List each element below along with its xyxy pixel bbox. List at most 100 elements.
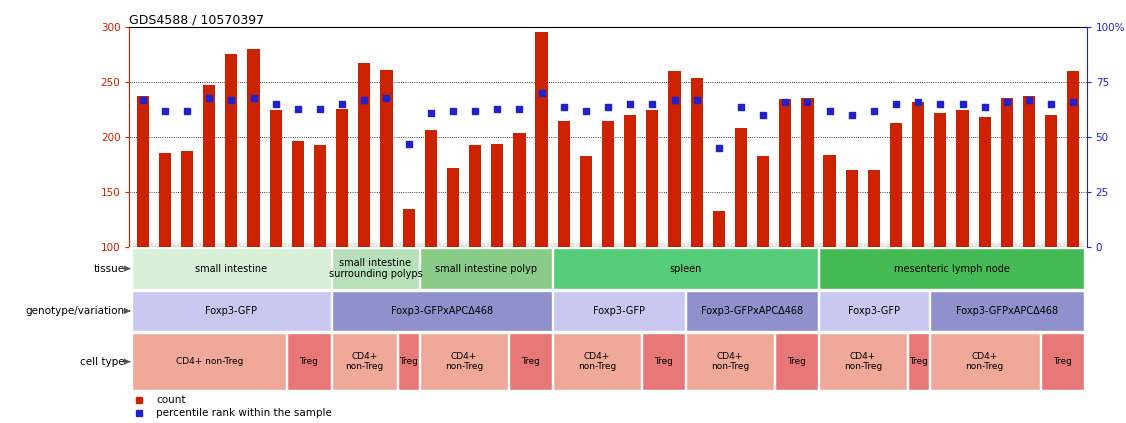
Bar: [553, 291, 685, 331]
Point: [134, 97, 152, 104]
Text: cell type: cell type: [80, 357, 125, 367]
Bar: [930, 291, 1084, 331]
Bar: [930, 333, 1039, 390]
Bar: [553, 333, 641, 390]
Bar: [331, 333, 397, 390]
Text: Foxp3-GFP: Foxp3-GFP: [848, 306, 900, 316]
Text: Treg: Treg: [1053, 357, 1072, 366]
Bar: [420, 248, 552, 289]
Text: Treg: Treg: [787, 357, 806, 366]
Point: [776, 99, 794, 106]
Bar: [757, 156, 769, 357]
Bar: [553, 248, 819, 289]
Bar: [159, 153, 171, 357]
Bar: [1067, 71, 1080, 357]
Bar: [358, 63, 370, 357]
Bar: [868, 170, 881, 357]
Bar: [686, 291, 819, 331]
Text: Treg: Treg: [654, 357, 673, 366]
Text: Treg: Treg: [300, 357, 319, 366]
Text: CD4+
non-Treg: CD4+ non-Treg: [711, 352, 749, 371]
Bar: [1040, 333, 1084, 390]
Bar: [509, 333, 552, 390]
Text: mesenteric lymph node: mesenteric lymph node: [894, 264, 1009, 274]
Point: [377, 94, 395, 101]
Point: [200, 94, 218, 101]
Bar: [203, 85, 215, 357]
Point: [333, 101, 351, 108]
Bar: [470, 145, 481, 357]
Text: Foxp3-GFPxAPCΔ468: Foxp3-GFPxAPCΔ468: [391, 306, 493, 316]
Bar: [642, 333, 685, 390]
Text: small intestine
surrounding polyps: small intestine surrounding polyps: [329, 258, 422, 280]
Bar: [819, 333, 906, 390]
Text: small intestine: small intestine: [195, 264, 268, 274]
Point: [577, 108, 595, 115]
Point: [400, 141, 418, 148]
Bar: [802, 98, 813, 357]
Bar: [331, 248, 419, 289]
Point: [975, 103, 993, 110]
Point: [510, 105, 528, 112]
Point: [311, 105, 329, 112]
Point: [754, 112, 772, 119]
Bar: [403, 209, 414, 357]
Bar: [646, 110, 659, 357]
Point: [356, 97, 374, 104]
Text: CD4+
non-Treg: CD4+ non-Treg: [843, 352, 882, 371]
Point: [1064, 99, 1082, 106]
Bar: [1045, 115, 1057, 357]
Bar: [425, 130, 437, 357]
Text: Foxp3-GFPxAPCΔ468: Foxp3-GFPxAPCΔ468: [956, 306, 1058, 316]
Point: [444, 108, 462, 115]
Bar: [314, 145, 327, 357]
Text: CD4+
non-Treg: CD4+ non-Treg: [966, 352, 1003, 371]
Point: [798, 99, 816, 106]
Bar: [1001, 98, 1013, 357]
Bar: [1022, 96, 1035, 357]
Bar: [491, 144, 503, 357]
Point: [865, 108, 883, 115]
Bar: [956, 110, 968, 357]
Bar: [132, 333, 286, 390]
Bar: [292, 141, 304, 357]
Point: [489, 105, 507, 112]
Bar: [669, 71, 680, 357]
Text: count: count: [157, 395, 186, 404]
Point: [267, 101, 285, 108]
Bar: [536, 32, 547, 357]
Text: CD4+
non-Treg: CD4+ non-Treg: [578, 352, 616, 371]
Point: [954, 101, 972, 108]
Text: CD4+
non-Treg: CD4+ non-Treg: [346, 352, 384, 371]
Bar: [269, 110, 282, 357]
Bar: [136, 96, 149, 357]
Bar: [908, 333, 929, 390]
Point: [622, 101, 640, 108]
Bar: [624, 115, 636, 357]
Bar: [690, 78, 703, 357]
Text: Foxp3-GFP: Foxp3-GFP: [205, 306, 258, 316]
Bar: [336, 109, 348, 357]
Point: [244, 94, 262, 101]
Bar: [248, 49, 260, 357]
Point: [842, 112, 860, 119]
Point: [998, 99, 1016, 106]
Bar: [978, 117, 991, 357]
Bar: [713, 211, 725, 357]
Bar: [513, 133, 526, 357]
Point: [289, 105, 307, 112]
Bar: [420, 333, 508, 390]
Point: [1043, 101, 1061, 108]
Bar: [381, 70, 393, 357]
Point: [155, 108, 173, 115]
Bar: [819, 248, 1084, 289]
Point: [709, 145, 727, 152]
Point: [732, 103, 750, 110]
Bar: [912, 102, 924, 357]
Text: GDS4588 / 10570397: GDS4588 / 10570397: [129, 14, 265, 26]
Point: [821, 108, 839, 115]
Bar: [181, 151, 194, 357]
Bar: [331, 291, 552, 331]
Bar: [686, 333, 774, 390]
Bar: [132, 291, 331, 331]
